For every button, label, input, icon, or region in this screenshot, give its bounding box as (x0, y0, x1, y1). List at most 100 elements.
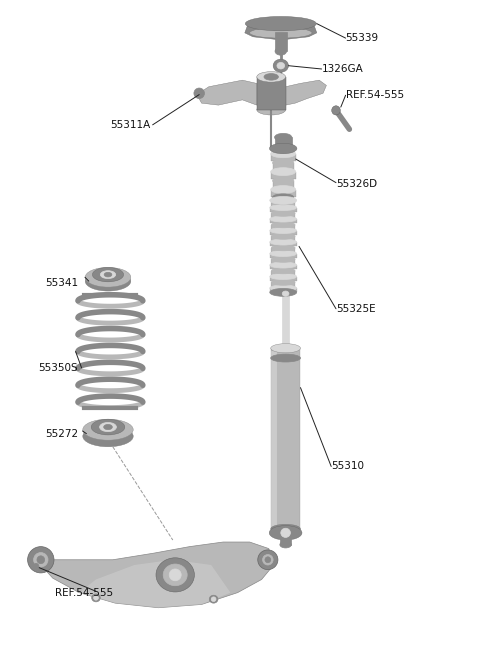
Ellipse shape (245, 16, 316, 31)
Ellipse shape (209, 595, 218, 603)
Ellipse shape (263, 555, 273, 565)
Ellipse shape (257, 72, 286, 82)
Ellipse shape (100, 422, 117, 432)
Text: 55339: 55339 (346, 33, 379, 43)
Ellipse shape (83, 426, 133, 447)
Bar (275, 137, 292, 149)
Ellipse shape (271, 185, 296, 193)
Bar (280, 533, 291, 545)
Ellipse shape (265, 557, 271, 562)
Ellipse shape (271, 222, 295, 228)
Ellipse shape (270, 196, 297, 204)
Ellipse shape (94, 595, 98, 600)
Ellipse shape (273, 159, 294, 167)
Ellipse shape (270, 227, 297, 233)
Ellipse shape (169, 569, 181, 581)
Text: 55341: 55341 (46, 277, 79, 288)
Polygon shape (286, 80, 326, 105)
Ellipse shape (271, 344, 300, 353)
Bar (271, 214, 295, 217)
Ellipse shape (270, 288, 297, 296)
Bar (271, 171, 296, 179)
Ellipse shape (34, 553, 48, 567)
Ellipse shape (271, 150, 296, 158)
Bar (271, 248, 295, 252)
Ellipse shape (257, 104, 286, 115)
Bar (271, 225, 295, 229)
Ellipse shape (281, 528, 290, 537)
Ellipse shape (156, 558, 194, 592)
Bar (273, 181, 294, 188)
Ellipse shape (91, 419, 125, 435)
Bar (271, 202, 295, 206)
Text: 55326D: 55326D (336, 179, 377, 189)
Bar (271, 189, 296, 197)
Bar (271, 154, 296, 162)
Ellipse shape (271, 233, 295, 239)
Ellipse shape (92, 594, 100, 602)
Bar (271, 237, 295, 240)
Bar (271, 283, 295, 286)
Text: REF.54-555: REF.54-555 (346, 90, 404, 101)
Bar (270, 219, 297, 223)
Polygon shape (79, 560, 230, 608)
Ellipse shape (270, 285, 297, 291)
Ellipse shape (271, 256, 295, 262)
Bar (275, 32, 287, 51)
Ellipse shape (33, 563, 39, 569)
Ellipse shape (269, 526, 302, 540)
Bar (270, 288, 297, 292)
Text: 55272: 55272 (46, 428, 79, 439)
Polygon shape (197, 80, 257, 105)
Ellipse shape (264, 74, 278, 80)
Bar (270, 242, 297, 246)
Ellipse shape (282, 291, 289, 296)
Ellipse shape (104, 424, 112, 430)
Ellipse shape (271, 210, 295, 216)
Ellipse shape (270, 239, 297, 245)
Text: REF.54-555: REF.54-555 (55, 587, 113, 598)
Ellipse shape (280, 541, 291, 548)
Bar (257, 77, 286, 110)
Ellipse shape (273, 177, 294, 185)
Bar (270, 231, 297, 235)
Text: 55350S: 55350S (38, 363, 78, 373)
Ellipse shape (271, 524, 300, 533)
Ellipse shape (85, 271, 131, 291)
Ellipse shape (271, 268, 295, 274)
Bar (271, 348, 300, 529)
Ellipse shape (273, 59, 288, 72)
Bar (270, 254, 297, 258)
Bar (271, 351, 276, 526)
Bar (270, 208, 297, 212)
Ellipse shape (37, 556, 45, 564)
Ellipse shape (271, 245, 295, 251)
Ellipse shape (85, 267, 131, 287)
Polygon shape (245, 20, 317, 39)
Ellipse shape (270, 216, 297, 222)
Text: 55310: 55310 (331, 461, 364, 472)
Ellipse shape (258, 550, 278, 570)
Ellipse shape (28, 547, 54, 573)
Bar (270, 277, 297, 281)
Ellipse shape (271, 168, 296, 175)
Ellipse shape (277, 62, 285, 69)
Ellipse shape (273, 194, 294, 200)
Ellipse shape (163, 564, 187, 586)
Polygon shape (31, 542, 274, 608)
Ellipse shape (270, 250, 297, 256)
Ellipse shape (83, 419, 133, 440)
Bar (273, 163, 294, 170)
Text: 1326GA: 1326GA (322, 64, 363, 74)
Ellipse shape (211, 597, 216, 602)
Text: 55325E: 55325E (336, 304, 376, 314)
Ellipse shape (104, 273, 112, 277)
Ellipse shape (270, 204, 297, 210)
Ellipse shape (250, 28, 312, 38)
Ellipse shape (270, 262, 297, 268)
Ellipse shape (270, 273, 297, 279)
Bar (282, 294, 289, 348)
Ellipse shape (271, 199, 295, 205)
Ellipse shape (275, 133, 292, 141)
Ellipse shape (194, 88, 204, 99)
